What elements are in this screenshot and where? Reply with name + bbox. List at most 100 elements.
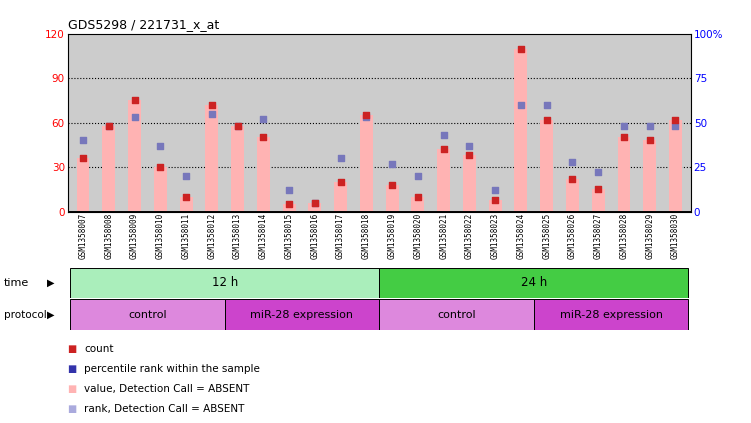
- Point: [386, 181, 398, 188]
- Text: value, Detection Call = ABSENT: value, Detection Call = ABSENT: [84, 384, 249, 394]
- Bar: [205, 105, 219, 212]
- Point: [593, 169, 605, 176]
- Bar: [70, 299, 225, 330]
- Point: [180, 173, 192, 179]
- Point: [412, 173, 424, 179]
- Text: count: count: [84, 344, 113, 354]
- Text: time: time: [4, 278, 29, 288]
- Text: control: control: [128, 310, 167, 320]
- Bar: [128, 101, 141, 212]
- Point: [566, 176, 578, 182]
- Point: [644, 123, 656, 129]
- Text: GSM1358030: GSM1358030: [671, 213, 680, 259]
- Bar: [540, 120, 553, 212]
- Point: [128, 97, 140, 104]
- Bar: [225, 299, 379, 330]
- Text: GSM1358007: GSM1358007: [79, 213, 88, 259]
- Text: ■: ■: [68, 344, 77, 354]
- Bar: [257, 137, 270, 212]
- Point: [541, 102, 553, 108]
- Point: [283, 187, 295, 194]
- Point: [618, 134, 630, 141]
- Bar: [514, 49, 527, 212]
- Bar: [70, 268, 379, 298]
- Text: GSM1358022: GSM1358022: [465, 213, 474, 259]
- Point: [438, 132, 450, 138]
- Text: GSM1358015: GSM1358015: [285, 213, 294, 259]
- Point: [258, 116, 270, 123]
- Bar: [231, 126, 244, 212]
- Text: GSM1358021: GSM1358021: [439, 213, 448, 259]
- Point: [128, 114, 140, 121]
- Bar: [644, 140, 656, 212]
- Point: [438, 146, 450, 153]
- Point: [283, 201, 295, 208]
- Text: GSM1358027: GSM1358027: [594, 213, 603, 259]
- Point: [206, 102, 218, 108]
- Bar: [102, 126, 115, 212]
- Bar: [534, 299, 689, 330]
- Point: [515, 102, 527, 108]
- Text: GSM1358009: GSM1358009: [130, 213, 139, 259]
- Text: GSM1358011: GSM1358011: [182, 213, 191, 259]
- Text: ▶: ▶: [47, 310, 54, 320]
- Text: GSM1358017: GSM1358017: [336, 213, 345, 259]
- Point: [463, 143, 475, 149]
- Point: [489, 187, 501, 194]
- Point: [360, 114, 372, 121]
- Bar: [379, 299, 534, 330]
- Text: GSM1358025: GSM1358025: [542, 213, 551, 259]
- Point: [335, 155, 347, 162]
- Point: [154, 143, 166, 149]
- Bar: [669, 120, 682, 212]
- Point: [77, 155, 89, 162]
- Text: GSM1358028: GSM1358028: [620, 213, 629, 259]
- Bar: [309, 203, 321, 212]
- Point: [309, 199, 321, 206]
- Text: GSM1358019: GSM1358019: [388, 213, 397, 259]
- Bar: [617, 137, 630, 212]
- Point: [386, 160, 398, 167]
- Bar: [592, 190, 605, 212]
- Point: [258, 134, 270, 141]
- Text: ■: ■: [68, 384, 77, 394]
- Bar: [360, 115, 372, 212]
- Point: [463, 152, 475, 159]
- Point: [515, 45, 527, 52]
- Text: GSM1358023: GSM1358023: [490, 213, 499, 259]
- Text: GSM1358026: GSM1358026: [568, 213, 577, 259]
- Bar: [463, 155, 476, 212]
- Point: [541, 116, 553, 123]
- Text: GSM1358020: GSM1358020: [413, 213, 422, 259]
- Point: [669, 123, 681, 129]
- Point: [206, 110, 218, 117]
- Point: [412, 193, 424, 200]
- Point: [335, 179, 347, 185]
- Point: [231, 122, 243, 129]
- Text: ▶: ▶: [47, 278, 54, 288]
- Text: ■: ■: [68, 364, 77, 374]
- Bar: [282, 204, 296, 212]
- Text: GSM1358008: GSM1358008: [104, 213, 113, 259]
- Point: [360, 112, 372, 119]
- Bar: [412, 197, 424, 212]
- Bar: [566, 179, 579, 212]
- Point: [566, 158, 578, 165]
- Text: miR-28 expression: miR-28 expression: [559, 310, 662, 320]
- Text: GSM1358014: GSM1358014: [259, 213, 268, 259]
- Text: protocol: protocol: [4, 310, 47, 320]
- Text: ■: ■: [68, 404, 77, 414]
- Text: percentile rank within the sample: percentile rank within the sample: [84, 364, 260, 374]
- Text: GSM1358024: GSM1358024: [517, 213, 526, 259]
- Text: 12 h: 12 h: [212, 277, 238, 289]
- Point: [618, 123, 630, 129]
- Bar: [179, 197, 192, 212]
- Bar: [386, 185, 399, 212]
- Point: [231, 123, 243, 129]
- Text: control: control: [437, 310, 476, 320]
- Bar: [489, 200, 502, 212]
- Bar: [77, 158, 89, 212]
- Text: rank, Detection Call = ABSENT: rank, Detection Call = ABSENT: [84, 404, 245, 414]
- Text: GSM1358012: GSM1358012: [207, 213, 216, 259]
- Text: GSM1358013: GSM1358013: [233, 213, 242, 259]
